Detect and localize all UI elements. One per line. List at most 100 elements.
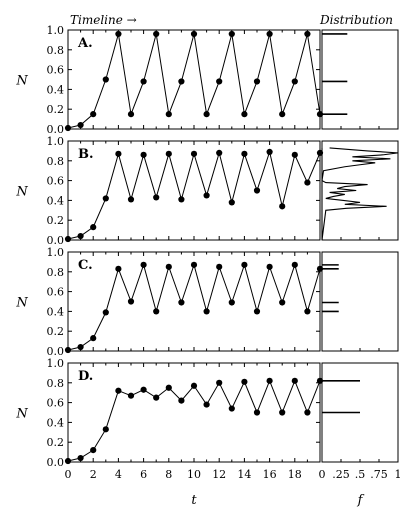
data-point xyxy=(178,78,185,85)
data-point xyxy=(266,148,273,155)
y-tick-label: 1.0 xyxy=(47,135,65,148)
distribution-frame xyxy=(321,251,399,352)
x-tick-label: 16 xyxy=(263,468,277,481)
data-point xyxy=(253,308,261,315)
data-point xyxy=(77,454,84,462)
y-tick-label: 0.2 xyxy=(47,103,65,116)
data-point xyxy=(216,78,223,85)
data-point xyxy=(216,379,223,386)
data-point xyxy=(203,401,210,408)
y-tick-label: 0.6 xyxy=(47,286,65,299)
data-point xyxy=(64,124,72,132)
data-point xyxy=(291,151,298,158)
data-point xyxy=(102,309,109,316)
data-point xyxy=(127,111,135,118)
data-point xyxy=(178,196,185,203)
f-tick-label: 1 xyxy=(395,468,402,481)
data-point xyxy=(241,150,248,157)
data-point xyxy=(228,199,235,206)
data-point xyxy=(178,299,185,306)
panel-label: B. xyxy=(78,147,94,162)
x-tick-label: 18 xyxy=(288,468,302,481)
data-point xyxy=(115,387,122,394)
data-point xyxy=(228,30,235,38)
data-point xyxy=(90,224,97,231)
y-tick-label: 0.4 xyxy=(47,194,65,207)
f-tick-label: .25 xyxy=(332,468,350,481)
data-point xyxy=(190,30,198,38)
series-line xyxy=(67,263,321,351)
data-point xyxy=(279,409,286,416)
panel-1: 0.0 0.2 0.4 0.6 0.8 1.0 N A. xyxy=(15,24,399,136)
data-point xyxy=(190,150,198,157)
y-tick-label: 0.8 xyxy=(47,44,65,57)
data-point xyxy=(153,30,160,38)
y-tick-label: 0.0 xyxy=(47,345,65,358)
y-tick-label: 1.0 xyxy=(47,246,65,259)
data-point xyxy=(266,30,273,38)
panel-label: D. xyxy=(78,369,93,384)
data-point xyxy=(266,377,273,384)
y-tick-label: 0.4 xyxy=(47,416,65,429)
y-tick-label: 0.8 xyxy=(47,155,65,168)
y-axis-label: N xyxy=(15,296,28,311)
data-point xyxy=(102,76,109,83)
y-tick-label: 0.2 xyxy=(47,325,65,338)
data-point xyxy=(316,377,324,384)
panel-label: C. xyxy=(78,258,93,273)
data-point xyxy=(316,265,324,272)
data-point xyxy=(304,30,311,38)
data-point xyxy=(165,263,172,270)
data-point xyxy=(90,335,97,342)
data-point xyxy=(279,111,286,118)
x-tick-label: 14 xyxy=(237,468,251,481)
panel-label: A. xyxy=(77,36,93,51)
data-point xyxy=(102,195,109,202)
y-axis-label: N xyxy=(15,74,28,89)
data-point xyxy=(291,78,298,85)
f-tick-label: .75 xyxy=(370,468,388,481)
data-point xyxy=(190,382,198,389)
y-axis-label: N xyxy=(15,185,28,200)
y-tick-label: 1.0 xyxy=(47,357,65,370)
data-point xyxy=(64,457,72,465)
y-tick-label: 0.6 xyxy=(47,175,65,188)
data-point xyxy=(64,346,72,354)
data-point xyxy=(304,179,311,186)
data-point xyxy=(190,261,198,268)
data-point xyxy=(291,261,298,268)
distribution-header: Distribution xyxy=(319,13,393,27)
data-point xyxy=(304,409,311,416)
data-point xyxy=(64,235,72,243)
data-point xyxy=(115,265,122,272)
data-point xyxy=(216,263,223,270)
data-point xyxy=(127,298,135,305)
data-point xyxy=(241,261,248,268)
y-tick-label: 0.2 xyxy=(47,214,65,227)
f-axis-label: f xyxy=(357,493,365,508)
data-point xyxy=(253,78,261,85)
data-point xyxy=(115,30,122,38)
data-point xyxy=(140,261,147,268)
data-point xyxy=(241,111,248,118)
data-point xyxy=(165,384,172,391)
x-axis-label: t xyxy=(191,493,197,508)
y-tick-label: 0.6 xyxy=(47,64,65,77)
data-point xyxy=(140,151,147,158)
y-tick-label: 0.0 xyxy=(47,456,65,469)
data-point xyxy=(90,447,97,454)
data-point xyxy=(153,194,160,201)
data-point xyxy=(216,149,223,156)
timeline-header: Timeline → xyxy=(70,13,137,27)
data-point xyxy=(316,111,324,118)
y-tick-label: 0.0 xyxy=(47,123,65,136)
chart-panels: 0.0 0.2 0.4 0.6 0.8 1.0 N A. 0.0 0.2 0.4 0.6 0.8 1.0 N… xyxy=(15,24,401,508)
data-point xyxy=(90,111,97,118)
data-point xyxy=(266,263,273,270)
data-point xyxy=(77,343,84,351)
x-tick-label: 6 xyxy=(140,468,147,481)
y-tick-label: 0.4 xyxy=(47,83,65,96)
data-point xyxy=(304,308,311,315)
data-point xyxy=(228,405,235,412)
